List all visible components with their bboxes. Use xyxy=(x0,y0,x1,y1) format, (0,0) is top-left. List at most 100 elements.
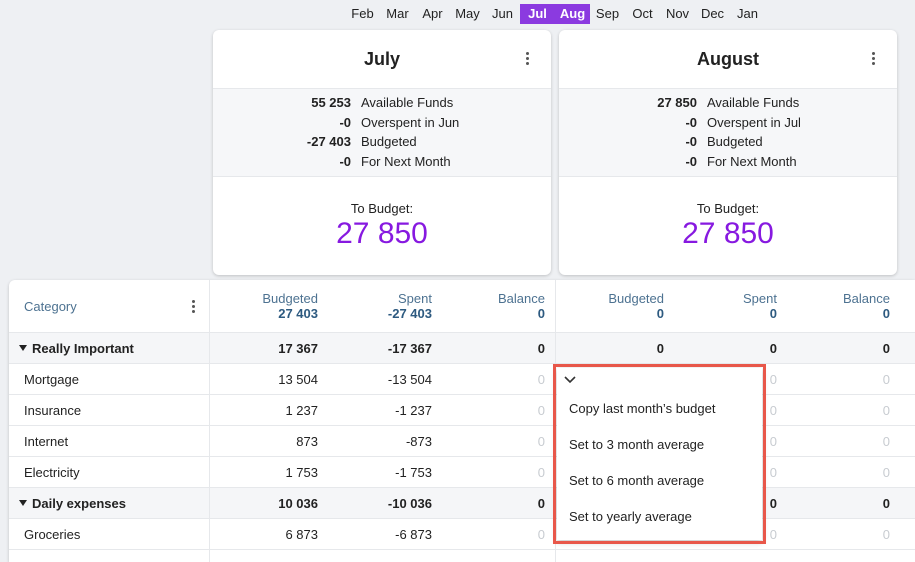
budget-table: Category Budgeted 27 403 Spent -27 403 Balanc… xyxy=(9,280,915,562)
dot xyxy=(192,305,195,308)
month-tab[interactable]: Dec xyxy=(700,6,725,21)
dot xyxy=(526,57,529,60)
dot xyxy=(872,57,875,60)
month-tab[interactable]: Sep xyxy=(595,6,620,21)
budget-cell[interactable]: 1 753 xyxy=(285,465,318,480)
menu-item[interactable]: Set to yearly average xyxy=(569,509,692,524)
month-tab[interactable]: Apr xyxy=(422,6,443,21)
row-name: Mortgage xyxy=(24,372,79,387)
month-tab[interactable]: Feb xyxy=(351,6,374,21)
row-name: Electricity xyxy=(24,465,80,480)
month-tab[interactable]: Aug xyxy=(555,4,590,24)
dot xyxy=(192,310,195,313)
budget-cell: 0 xyxy=(537,465,545,480)
budget-cell: 0 xyxy=(769,341,777,356)
month-tab[interactable]: Nov xyxy=(665,6,690,21)
summary-label: Budgeted xyxy=(361,134,417,150)
column-total: 0 xyxy=(656,306,664,321)
column-total: 27 403 xyxy=(278,306,318,321)
summary-label: Overspent in Jun xyxy=(361,114,460,130)
menu-button[interactable] xyxy=(192,300,196,314)
budget-cell: 0 xyxy=(882,341,890,356)
collapse-arrow[interactable] xyxy=(19,345,27,351)
menu-button[interactable] xyxy=(526,52,530,66)
column-total: 0 xyxy=(537,306,545,321)
month-tab[interactable]: Oct xyxy=(632,6,653,21)
budget-cell: -13 504 xyxy=(387,372,432,387)
budget-cell[interactable]: 873 xyxy=(296,434,318,449)
summary-label: Overspent in Jul xyxy=(707,114,801,130)
row-name[interactable]: Daily expenses xyxy=(32,496,126,511)
column-divider xyxy=(209,457,210,488)
to-budget-label: To Budget: xyxy=(696,201,760,216)
summary-amount: -0 xyxy=(339,154,351,170)
column-total: 0 xyxy=(882,306,890,321)
menu-highlight xyxy=(553,364,766,544)
summary-label: For Next Month xyxy=(707,154,797,170)
column-total: 0 xyxy=(769,306,777,321)
budget-cell: 0 xyxy=(537,527,545,542)
budget-cell: 0 xyxy=(882,496,890,511)
month-tab[interactable]: Jun xyxy=(492,6,513,21)
collapse-arrow[interactable] xyxy=(19,500,27,506)
budget-cell: 0 xyxy=(537,403,545,418)
budget-cell: 0 xyxy=(882,434,890,449)
menu-item[interactable]: Copy last month’s budget xyxy=(569,401,716,416)
budget-cell[interactable]: 13 504 xyxy=(278,372,318,387)
column-label: Balance xyxy=(843,291,890,306)
row-name[interactable]: Really Important xyxy=(32,341,134,356)
summary-amount: -0 xyxy=(685,114,697,130)
column-label: Spent xyxy=(398,291,432,306)
card-title: August xyxy=(697,49,759,69)
column-divider xyxy=(209,364,210,395)
budget-cell: 0 xyxy=(769,372,777,387)
column-divider xyxy=(209,395,210,426)
budget-cell: 0 xyxy=(769,527,777,542)
budget-cell: -1 237 xyxy=(395,403,432,418)
summary-amount: 27 850 xyxy=(657,95,697,110)
to-budget-label: To Budget: xyxy=(350,201,414,216)
month-tab[interactable]: Jan xyxy=(737,6,758,21)
column-label: Balance xyxy=(498,291,545,306)
budget-cell: -17 367 xyxy=(387,341,432,356)
category-header: Category xyxy=(24,299,77,314)
budget-cell: 0 xyxy=(656,341,664,356)
budget-cell: 0 xyxy=(769,465,777,480)
column-label: Budgeted xyxy=(262,291,318,306)
budget-cell: -10 036 xyxy=(387,496,432,511)
budget-cell: 0 xyxy=(537,496,545,511)
menu-item[interactable]: Set to 3 month average xyxy=(569,437,705,452)
budget-cell[interactable]: 1 237 xyxy=(285,403,318,418)
budget-cell: 0 xyxy=(537,341,545,356)
budget-cell[interactable]: 6 873 xyxy=(285,527,318,542)
menu-item[interactable]: Set to 6 month average xyxy=(569,473,705,488)
dot xyxy=(872,62,875,65)
summary-label: Budgeted xyxy=(707,134,763,150)
budget-cell: -1 753 xyxy=(395,465,432,480)
column-label: Spent xyxy=(743,291,777,306)
dot xyxy=(526,52,529,55)
column-divider xyxy=(209,488,210,519)
month-tab[interactable]: Jul xyxy=(520,4,555,24)
chevron-icon[interactable] xyxy=(564,376,576,384)
column-divider xyxy=(555,333,556,364)
budget-cell: 17 367 xyxy=(278,341,318,356)
summary-amount: -27 403 xyxy=(306,134,351,150)
summary-amount: 55 253 xyxy=(311,95,351,110)
budget-cell: 0 xyxy=(537,372,545,387)
menu-button[interactable] xyxy=(872,52,876,66)
budget-cell: 0 xyxy=(537,434,545,449)
summary-label: Available Funds xyxy=(707,95,800,110)
month-tab[interactable]: May xyxy=(455,6,480,21)
month-tab[interactable]: Mar xyxy=(386,6,409,21)
budget-cell: 0 xyxy=(882,372,890,387)
row-name: Internet xyxy=(24,434,69,449)
summary-label: Available Funds xyxy=(361,95,454,110)
summary-amount: -0 xyxy=(339,114,351,130)
